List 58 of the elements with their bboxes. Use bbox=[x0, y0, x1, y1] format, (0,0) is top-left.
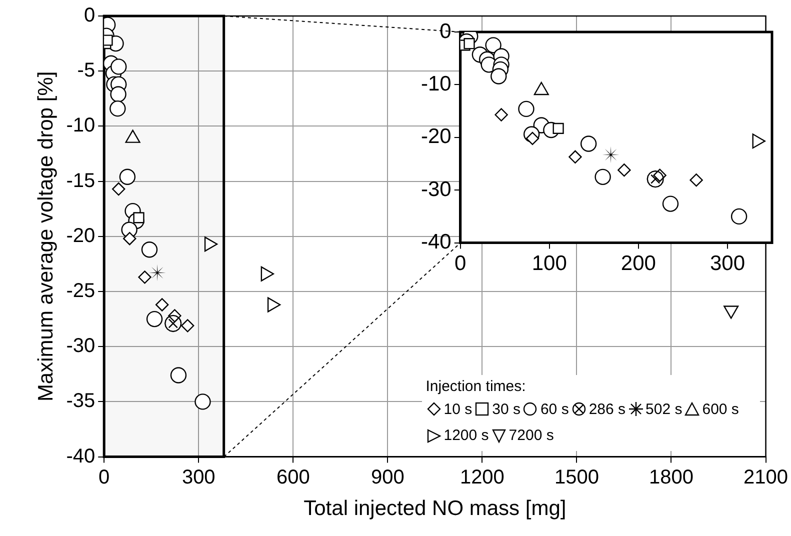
y-tick-label: -40 bbox=[66, 445, 96, 468]
point bbox=[138, 270, 152, 284]
point bbox=[181, 319, 194, 332]
y-tick-label: -15 bbox=[66, 170, 96, 192]
y-tick-label: -20 bbox=[66, 224, 96, 247]
y-tick-label: -10 bbox=[66, 114, 96, 137]
legend-label: 286 s bbox=[588, 400, 626, 420]
x-tick-label: 200 bbox=[620, 252, 656, 276]
legend-label: 10 s bbox=[444, 400, 472, 420]
point bbox=[110, 58, 127, 75]
point bbox=[494, 108, 508, 122]
y-tick-label: -40 bbox=[420, 230, 452, 254]
x-tick-label: 600 bbox=[276, 466, 310, 488]
point bbox=[119, 168, 136, 185]
point bbox=[110, 86, 126, 102]
x-tick-label: 1500 bbox=[554, 466, 599, 488]
x-tick-label: 300 bbox=[710, 252, 745, 276]
x-tick-label: 2100 bbox=[744, 466, 788, 488]
y-tick-label: -10 bbox=[420, 72, 452, 96]
x-tick-label: 0 bbox=[98, 466, 110, 488]
y-tick-label: -25 bbox=[66, 280, 96, 302]
point bbox=[148, 264, 166, 282]
y-tick-label: -20 bbox=[420, 125, 452, 148]
x-tick-label: 0 bbox=[454, 252, 466, 276]
legend-label: 1200 s bbox=[444, 426, 489, 446]
point bbox=[141, 242, 158, 258]
point bbox=[155, 298, 169, 312]
legend-title: Injection times: bbox=[426, 376, 527, 397]
x-tick-label: 900 bbox=[370, 466, 404, 488]
point bbox=[146, 310, 163, 328]
point bbox=[123, 232, 136, 246]
point bbox=[164, 314, 182, 332]
x-axis-title: Total injected NO mass [mg] bbox=[304, 497, 566, 520]
y-axis-title: Maximum average voltage drop [%] bbox=[34, 71, 58, 402]
legend-label: 7200 s bbox=[508, 426, 554, 446]
x-tick-label: 1800 bbox=[648, 466, 694, 488]
x-tick-label: 1200 bbox=[460, 466, 504, 488]
legend-label: 600 s bbox=[702, 400, 739, 420]
y-tick-label: -30 bbox=[420, 178, 452, 201]
point bbox=[552, 122, 564, 134]
point bbox=[104, 34, 113, 46]
legend-label: 502 s bbox=[646, 400, 682, 420]
y-tick-label: 0 bbox=[440, 20, 452, 43]
legend-label: 60 s bbox=[540, 400, 569, 420]
point bbox=[194, 394, 211, 410]
y-tick-label: -30 bbox=[66, 335, 96, 358]
point bbox=[526, 132, 540, 146]
y-tick-label: -35 bbox=[66, 390, 96, 412]
y-tick-label: -5 bbox=[77, 60, 96, 82]
x-tick-label: 300 bbox=[182, 466, 216, 488]
point bbox=[112, 182, 126, 196]
point bbox=[110, 100, 126, 117]
x-tick-label: 100 bbox=[532, 252, 567, 276]
point bbox=[602, 146, 620, 164]
y-tick-label: 0 bbox=[84, 4, 96, 27]
point bbox=[646, 170, 664, 188]
point bbox=[170, 367, 187, 384]
legend-label: 30 s bbox=[492, 400, 520, 420]
